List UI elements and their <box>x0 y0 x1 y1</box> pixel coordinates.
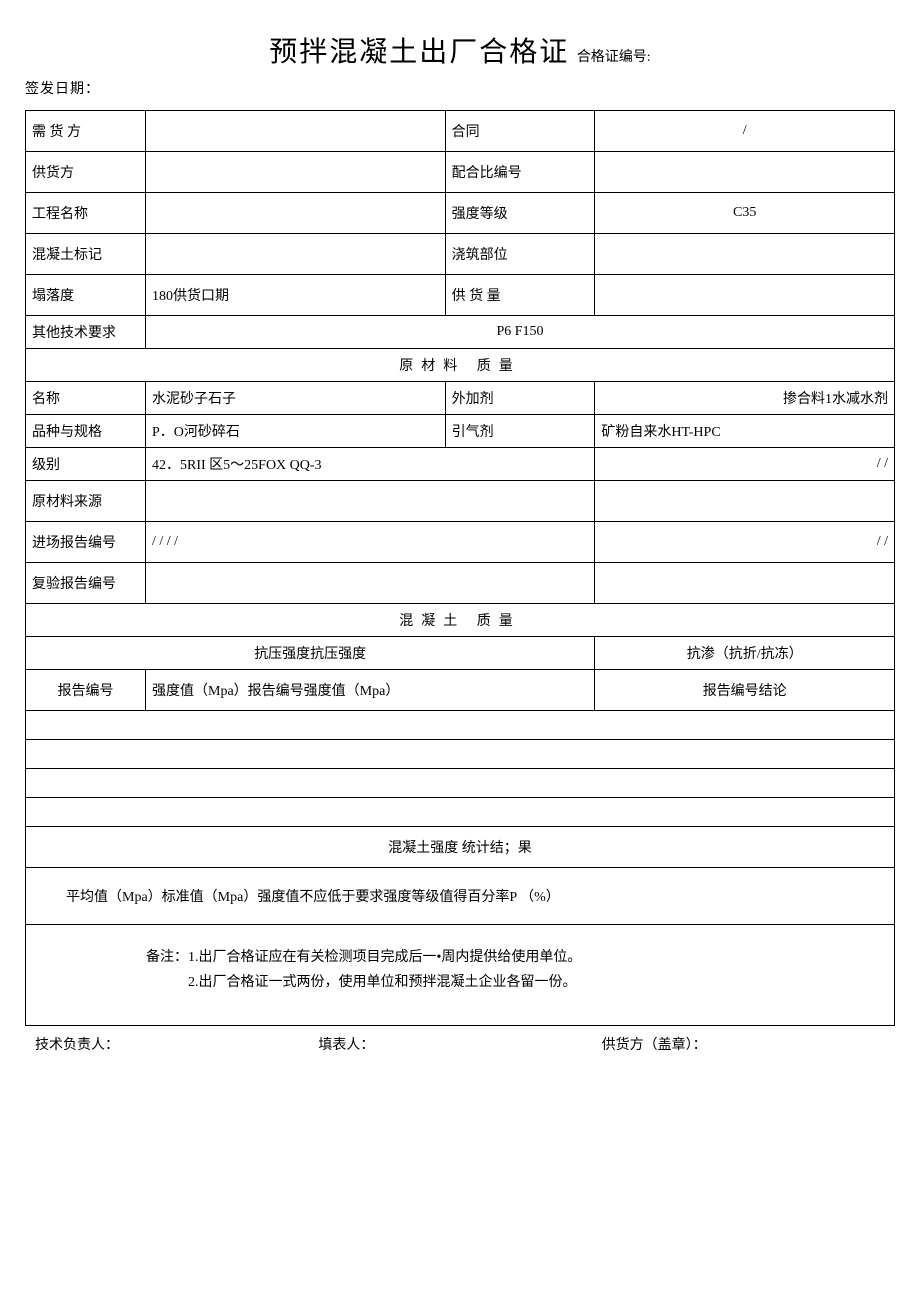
materials-header: 原材料 质量 <box>26 349 895 382</box>
stats-header: 混凝土强度 统计结；果 <box>26 827 895 868</box>
remark-line2: 2.出厂合格证一式两份，使用单位和预拌混凝土企业各留一份。 <box>146 970 854 995</box>
permeab-label: 抗渗（抗折/抗冻） <box>595 637 895 670</box>
strength-label: 强度等级 <box>445 193 595 234</box>
row-mat-name: 名称 水泥砂子石子 外加剂 掺合料1水减水剂 <box>26 382 895 415</box>
recheck-label: 复验报告编号 <box>26 563 146 604</box>
spec-val3: 矿粉自来水HT-HPC <box>595 415 895 448</box>
mixno-label: 配合比编号 <box>445 152 595 193</box>
tech-label: 技术负责人： <box>35 1034 318 1054</box>
slump-value: 180供货口期 <box>146 275 446 316</box>
quality-data-1 <box>26 711 895 740</box>
issue-date: 签发日期： <box>25 78 895 98</box>
filler-label: 填表人： <box>318 1034 601 1054</box>
spec-label: 品种与规格 <box>26 415 146 448</box>
row-supplier: 供货方 配合比编号 <box>26 152 895 193</box>
entry-label: 进场报告编号 <box>26 522 146 563</box>
row-quality-cols: 报告编号 强度值（Mpa）报告编号强度值（Mpa） 报告编号结论 <box>26 670 895 711</box>
source-label: 原材料来源 <box>26 481 146 522</box>
source-val3 <box>595 481 895 522</box>
supply-label: 供 货 量 <box>445 275 595 316</box>
sub-title: 合格证编号: <box>577 50 651 65</box>
quality-data-2 <box>26 740 895 769</box>
recheck-val1 <box>146 563 595 604</box>
additive-label: 外加剂 <box>445 382 595 415</box>
footer-row: 技术负责人： 填表人： 供货方（盖章）： <box>25 1034 895 1054</box>
row-slump: 塌落度 180供货口期 供 货 量 <box>26 275 895 316</box>
grade-val3: / / <box>595 448 895 481</box>
row-other: 其他技术要求 P6 F150 <box>26 316 895 349</box>
pour-label: 浇筑部位 <box>445 234 595 275</box>
entry-val1: / / / / <box>146 522 595 563</box>
row-stats-cols: 平均值（Mpa）标准值（Mpa）强度值不应低于要求强度等级值得百分率P （%） <box>26 868 895 925</box>
main-title: 预拌混凝土出厂合格证 <box>269 37 569 68</box>
row-project: 工程名称 强度等级 C35 <box>26 193 895 234</box>
admix-label: 掺合料1水减水剂 <box>595 382 895 415</box>
mat-name-label: 名称 <box>26 382 146 415</box>
buyer-value <box>146 111 446 152</box>
quality-data-4 <box>26 798 895 827</box>
supplier-value <box>146 152 446 193</box>
quality-data-3 <box>26 769 895 798</box>
supplier-label: 供货方 <box>26 152 146 193</box>
mark-label: 混凝土标记 <box>26 234 146 275</box>
contract-value: / <box>595 111 895 152</box>
contract-label: 合同 <box>445 111 595 152</box>
recheck-val3 <box>595 563 895 604</box>
source-val1 <box>146 481 595 522</box>
slump-label: 塌落度 <box>26 275 146 316</box>
quality-header: 混凝土 质量 <box>26 604 895 637</box>
strength-value: C35 <box>595 193 895 234</box>
mixno-value <box>595 152 895 193</box>
title-row: 预拌混凝土出厂合格证 合格证编号: <box>25 30 895 70</box>
buyer-label: 需 货 方 <box>26 111 146 152</box>
row-quality-header: 混凝土 质量 <box>26 604 895 637</box>
row-remark: 备注：1.出厂合格证应在有关检测项目完成后一•周内提供给使用单位。 2.出厂合格… <box>26 925 895 1026</box>
remark-line1: 备注：1.出厂合格证应在有关检测项目完成后一•周内提供给使用单位。 <box>146 945 854 970</box>
qcol3: 报告编号结论 <box>595 670 895 711</box>
row-mat-grade: 级别 42．5RII 区5〜25FOX QQ-3 / / <box>26 448 895 481</box>
main-table: 需 货 方 合同 / 供货方 配合比编号 工程名称 强度等级 C35 混凝土标记… <box>25 110 895 1026</box>
pour-value <box>595 234 895 275</box>
remark-cell: 备注：1.出厂合格证应在有关检测项目完成后一•周内提供给使用单位。 2.出厂合格… <box>26 925 895 1026</box>
row-recheck: 复验报告编号 <box>26 563 895 604</box>
project-value <box>146 193 446 234</box>
row-stats-header: 混凝土强度 统计结；果 <box>26 827 895 868</box>
row-mark: 混凝土标记 浇筑部位 <box>26 234 895 275</box>
row-buyer: 需 货 方 合同 / <box>26 111 895 152</box>
row-entry-report: 进场报告编号 / / / / / / <box>26 522 895 563</box>
mark-value <box>146 234 446 275</box>
stamp-label: 供货方（盖章）： <box>602 1034 885 1054</box>
other-value: P6 F150 <box>146 316 895 349</box>
supply-value <box>595 275 895 316</box>
project-label: 工程名称 <box>26 193 146 234</box>
row-materials-header: 原材料 质量 <box>26 349 895 382</box>
qcol2: 强度值（Mpa）报告编号强度值（Mpa） <box>146 670 595 711</box>
spec-val1: P．O河砂碎石 <box>146 415 446 448</box>
row-mat-spec: 品种与规格 P．O河砂碎石 引气剂 矿粉自来水HT-HPC <box>26 415 895 448</box>
row-mat-source: 原材料来源 <box>26 481 895 522</box>
row-quality-sub: 抗压强度抗压强度 抗渗（抗折/抗冻） <box>26 637 895 670</box>
mat-name-val: 水泥砂子石子 <box>146 382 446 415</box>
entry-val3: / / <box>595 522 895 563</box>
stats-row: 平均值（Mpa）标准值（Mpa）强度值不应低于要求强度等级值得百分率P （%） <box>26 868 895 925</box>
grade-label: 级别 <box>26 448 146 481</box>
qcol1: 报告编号 <box>26 670 146 711</box>
compress-label: 抗压强度抗压强度 <box>26 637 595 670</box>
grade-val1: 42．5RII 区5〜25FOX QQ-3 <box>146 448 595 481</box>
spec-val2: 引气剂 <box>445 415 595 448</box>
other-label: 其他技术要求 <box>26 316 146 349</box>
